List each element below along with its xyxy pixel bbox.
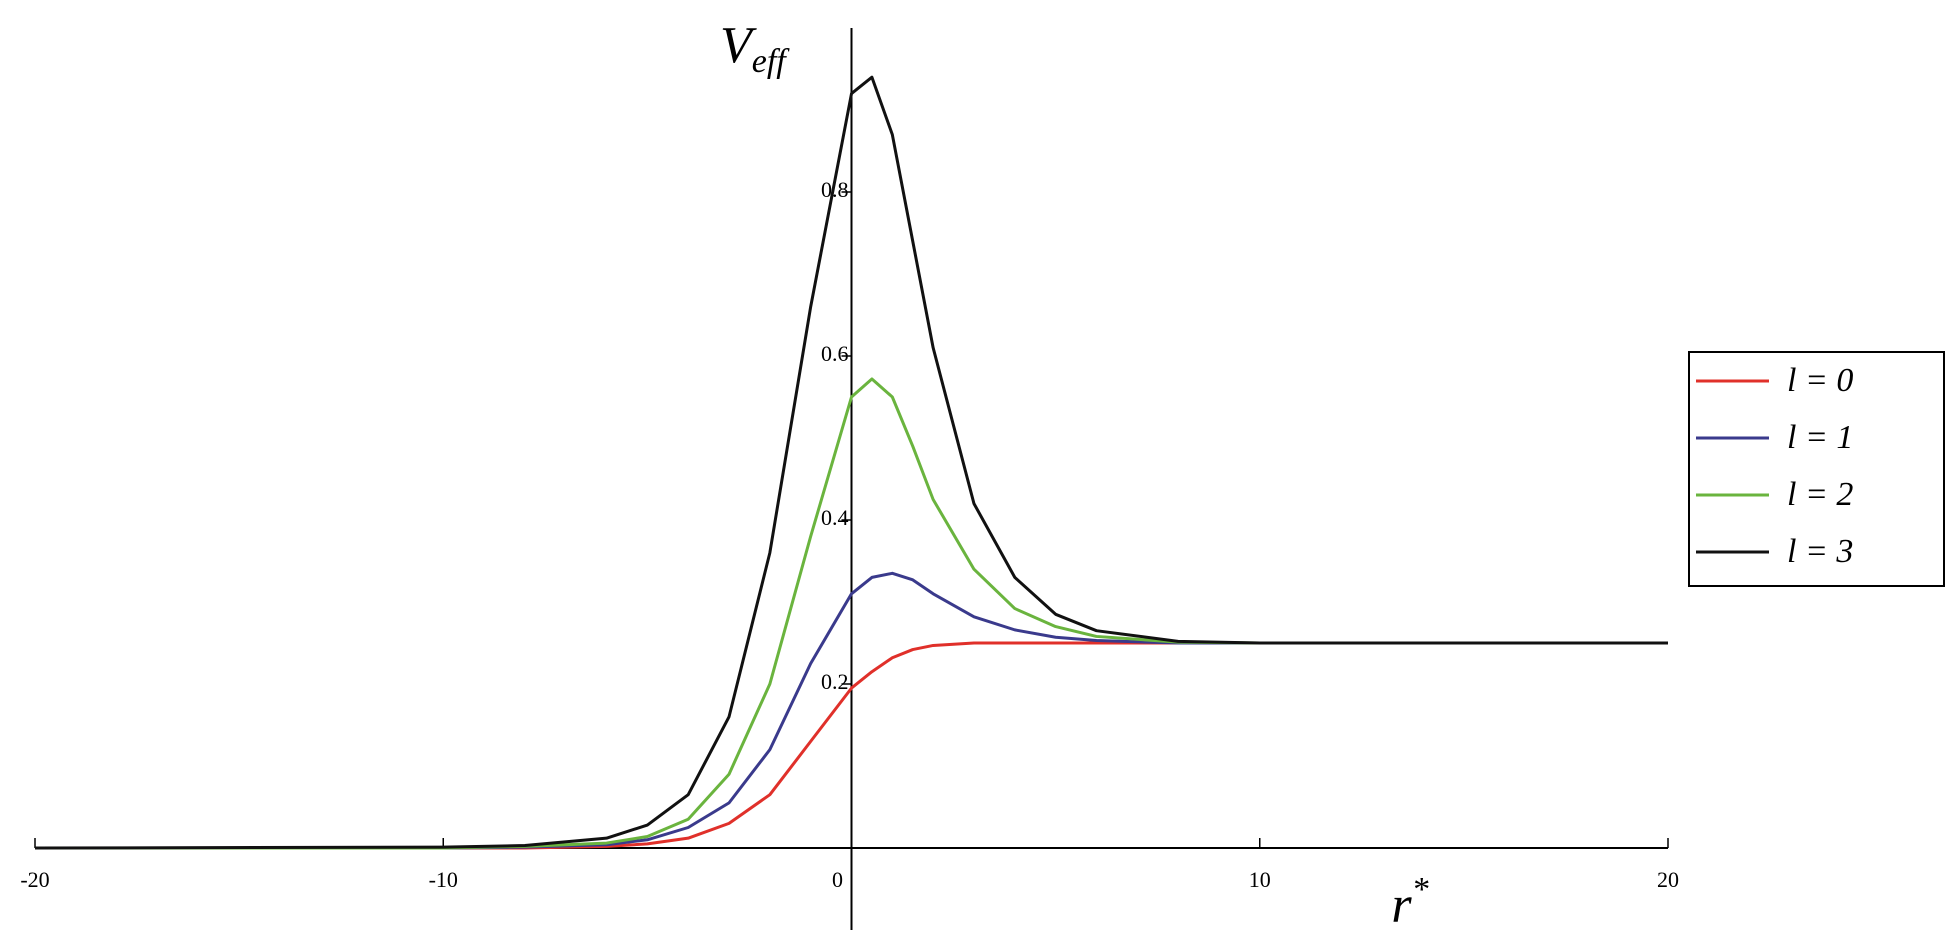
x-tick-label: -10 — [429, 867, 458, 892]
legend-label: l = 2 — [1787, 476, 1853, 513]
x-label-main: r — [1391, 877, 1412, 934]
y-tick-label: 0.4 — [821, 505, 849, 530]
y-tick-label: 0.2 — [821, 669, 849, 694]
y-label-main: V — [720, 17, 757, 74]
legend-box — [1688, 351, 1945, 587]
line-series — [34, 75, 1668, 850]
x-tick-label: 20 — [1657, 867, 1679, 892]
x-tick-label: -20 — [20, 867, 49, 892]
legend-label: l = 0 — [1787, 362, 1853, 399]
x-axis-label: r* — [1391, 871, 1428, 934]
line-series — [35, 571, 1668, 850]
legend-label: l = 3 — [1787, 533, 1853, 570]
y-axis-label: Veff — [720, 17, 790, 80]
y-tick-label: 0.6 — [821, 341, 849, 366]
x-tick-label: 10 — [1249, 867, 1271, 892]
x-tick-label: 0 — [832, 867, 843, 892]
x-label-sup: * — [1412, 871, 1429, 908]
line-series — [35, 377, 1668, 850]
line-series — [35, 641, 1668, 850]
y-label-sub: eff — [752, 43, 791, 80]
legend-label: l = 1 — [1787, 419, 1853, 456]
